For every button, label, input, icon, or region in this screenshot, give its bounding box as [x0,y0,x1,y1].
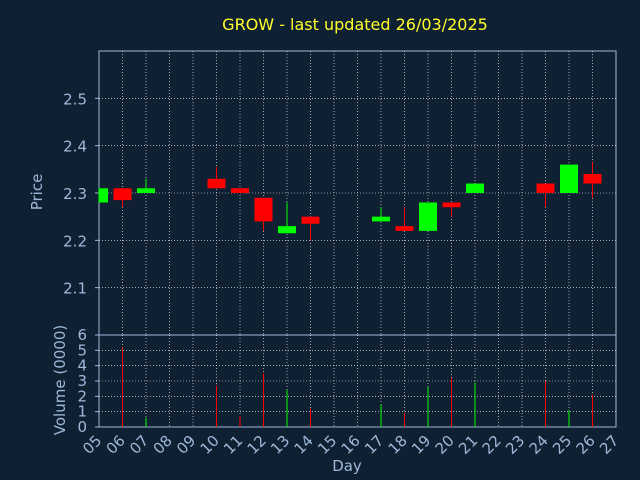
candle-body-down [207,178,226,189]
price-tick-label: 2.5 [63,90,87,108]
candle-body-up [560,164,578,193]
candle-body-down [583,174,602,184]
x-tick-label: 06 [103,432,129,458]
candle-body-down [113,188,132,201]
candle-body-down [254,197,273,222]
candle-body-up [372,216,390,222]
chart-title: GROW - last updated 26/03/2025 [222,15,488,34]
volume-tick-label: 0 [77,418,87,436]
x-tick-label: 16 [338,432,364,458]
x-tick-label: 17 [361,432,387,458]
candle-body-down [301,216,320,224]
price-panel: 2.1 2.2 2.3 2.4 2.5 [63,50,617,336]
x-tick-label: 19 [408,432,434,458]
volume-axis-label: Volume (0000) [51,325,69,435]
x-tick-label: 07 [126,432,152,458]
price-tick-label: 2.3 [63,185,87,203]
x-axis-label: Day [332,457,362,475]
x-tick-label: 26 [573,432,599,458]
candle-body-up [278,226,296,234]
candle-body-up [466,183,484,193]
volume-tick-label: 1 [77,403,87,421]
x-tick-label: 23 [502,432,528,458]
candle-body-up [137,188,155,193]
volume-tick-label: 3 [77,372,87,390]
volume-tick-label: 2 [77,387,87,405]
x-tick-label: 22 [479,432,505,458]
x-tick-label: 15 [314,432,340,458]
x-tick-label: 14 [291,432,317,458]
x-tick-label: 12 [244,432,270,458]
volume-tick-label: 6 [77,326,87,344]
x-tick-label: 11 [220,432,246,458]
candle-body-up [99,188,108,203]
x-tick-labels: 0506070809101112131415161718192021222324… [79,432,622,458]
x-tick-label: 10 [197,432,223,458]
x-tick-label: 08 [150,432,176,458]
x-tick-label: 27 [596,432,622,458]
candle-body-down [442,202,461,208]
price-tick-label: 2.4 [63,138,87,156]
candle-body-down [395,226,414,231]
x-tick-label: 20 [432,432,458,458]
price-tick-label: 2.1 [63,280,87,298]
x-tick-label: 24 [526,432,552,458]
x-tick-label: 09 [173,432,199,458]
x-tick-label: 18 [385,432,411,458]
x-tick-label: 13 [267,432,293,458]
x-tick-label: 25 [549,432,575,458]
price-axis-label: Price [28,174,46,211]
volume-tick-label: 5 [77,341,87,359]
volume-tick-label: 4 [77,357,87,375]
candle-body-down [536,183,555,193]
candle-body-down [231,188,249,193]
candle-body-up [419,202,437,231]
price-tick-label: 2.2 [63,232,87,250]
x-tick-label: 21 [455,432,481,458]
